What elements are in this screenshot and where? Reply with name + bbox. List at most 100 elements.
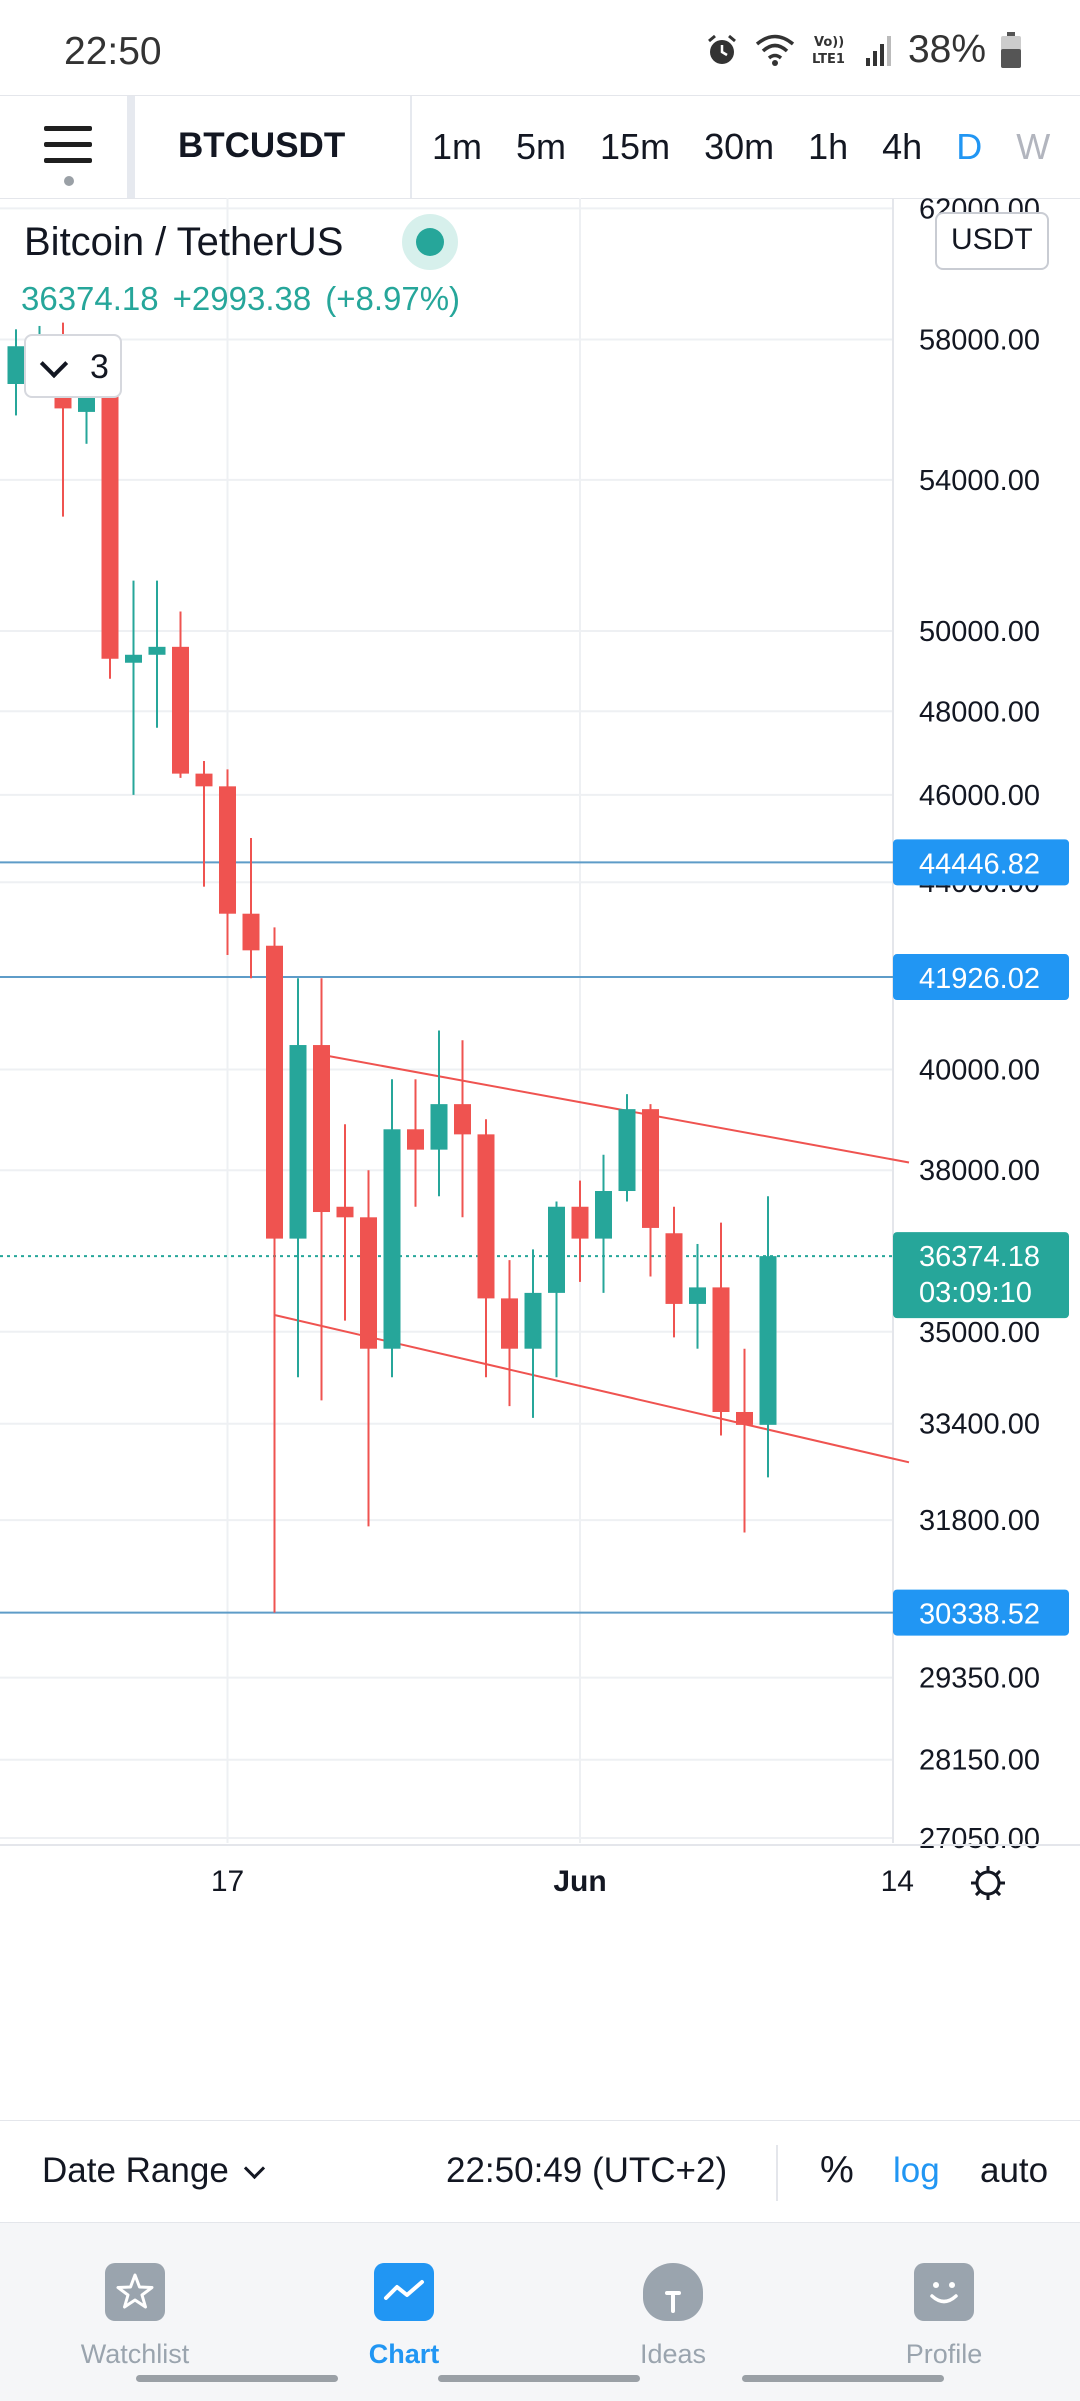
market-status-indicator[interactable] [402,214,458,270]
price-change: +2993.38 [172,280,312,317]
price-chart[interactable]: 62000.0058000.0054000.0050000.0048000.00… [0,198,1080,2043]
x-tick-label: 17 [211,1865,244,1898]
candle-body [712,1287,730,1412]
candle-body [242,913,260,951]
hamburger-icon [44,126,92,131]
bottom-navigation: Watchlist Chart Ideas Profile [0,2222,1080,2401]
y-tick-label: 48000.00 [919,696,1040,728]
candle-body [219,786,236,914]
candle-body [172,646,189,774]
nav-label: Ideas [639,2339,707,2369]
date-range-button[interactable]: Date Range [42,2151,265,2191]
percent-scale-button[interactable]: % [820,2149,854,2191]
battery-percent: 38% [907,28,986,71]
candle-body [101,380,119,659]
y-tick-label: 31800.00 [919,1505,1040,1537]
interval-selector: 1m 5m 15m 30m 1h 4h D W [432,96,1080,198]
auto-scale-button[interactable]: auto [980,2151,1049,2190]
interval-4h[interactable]: 4h [882,126,923,167]
interval-d[interactable]: D [956,126,983,167]
y-tick-label: 27050.00 [919,1823,1040,1855]
level-price-label: 41926.02 [919,963,1040,995]
timezone-clock[interactable]: 22:50:49 (UTC+2) [446,2151,728,2190]
gear-icon[interactable] [971,1866,1005,1900]
channel-upper-trendline [321,1053,910,1164]
y-tick-label: 33400.00 [919,1409,1040,1441]
chevron-down-icon [243,2157,265,2180]
date-range-label: Date Range [42,2151,229,2190]
currency-badge[interactable]: USDT [935,212,1049,270]
candle-body [595,1191,612,1239]
candlestick-chart[interactable]: 62000.0058000.0054000.0050000.0048000.00… [0,198,1080,2043]
status-time: 22:50 [64,30,162,73]
x-tick-label: Jun [553,1865,606,1898]
candle-body [336,1206,354,1218]
level-price-label-bg [893,839,1069,886]
candle-body [548,1206,565,1293]
candle-body [360,1217,377,1349]
nav-ideas[interactable]: Ideas [573,2243,773,2369]
candle-body [501,1298,518,1349]
indicator-count: 3 [90,348,109,386]
menu-button[interactable] [0,96,135,198]
candle-body [125,654,142,663]
nav-profile[interactable]: Profile [844,2243,1044,2369]
y-tick-label: 35000.00 [919,1317,1040,1349]
y-tick-label: 46000.00 [919,780,1040,812]
interval-1h[interactable]: 1h [808,126,849,167]
nav-watchlist[interactable]: Watchlist [35,2243,235,2369]
legend-title: Bitcoin / TetherUS [24,220,344,264]
legend-quote: 36374.18 +2993.38 (+8.97%) [21,280,474,318]
candle-body [689,1287,706,1304]
level-price-label: 30338.52 [919,1599,1040,1631]
log-scale-button[interactable]: log [893,2151,940,2190]
gesture-bar [742,2375,944,2382]
chart-controls: Date Range 22:50:49 (UTC+2) % log auto [0,2120,1080,2223]
nav-label: Watchlist [80,2339,190,2369]
interval-30m[interactable]: 30m [704,126,775,167]
candle-body [642,1109,659,1228]
y-tick-label: 50000.00 [919,616,1040,648]
x-tick-label: 14 [881,1865,914,1898]
y-tick-label: 29350.00 [919,1663,1040,1695]
nav-label: Profile [905,2339,983,2369]
interval-1m[interactable]: 1m [432,126,483,167]
candle-body [759,1256,777,1425]
level-price-label: 44446.82 [919,848,1040,880]
candle-body [266,945,283,1239]
last-price-label-bg [893,1232,1069,1319]
legend-collapse-button[interactable]: 3 [24,334,122,398]
level-price-label-bg [893,1589,1069,1636]
candle-body [148,646,166,655]
candle-body [313,1045,330,1213]
y-tick-label: 28150.00 [919,1745,1040,1777]
star-icon [105,2263,165,2321]
y-tick-label: 40000.00 [919,1054,1040,1086]
y-tick-label: 58000.00 [919,324,1040,356]
nav-chart[interactable]: Chart [304,2243,504,2369]
symbol-selector[interactable]: BTCUSDT [178,126,346,165]
interval-w[interactable]: W [1016,126,1051,167]
wifi-icon [755,34,795,66]
menu-indicator-dot [64,176,74,186]
level-price-label-bg [893,954,1069,1001]
candle-body [477,1134,495,1299]
candle-body [571,1206,589,1239]
lightbulb-icon [643,2263,703,2321]
chart-toolbar: BTCUSDT 1m 5m 15m 30m 1h 4h D W [0,95,1080,199]
battery-icon [1001,32,1021,68]
y-tick-label: 54000.00 [919,465,1040,497]
candle-body [7,346,25,384]
gesture-bar [136,2375,338,2382]
countdown-label: 03:09:10 [919,1277,1032,1309]
signal-icon [865,36,891,66]
candle-body [430,1104,448,1150]
last-price: 36374.18 [21,280,159,317]
interval-15m[interactable]: 15m [600,126,671,167]
interval-5m[interactable]: 5m [516,126,567,167]
candle-body [618,1109,636,1192]
smiley-icon [914,2263,974,2321]
candle-body [736,1411,753,1425]
price-change-percent: (+8.97%) [325,280,461,317]
volte-icon: Vo)) LTE1 [812,35,845,67]
